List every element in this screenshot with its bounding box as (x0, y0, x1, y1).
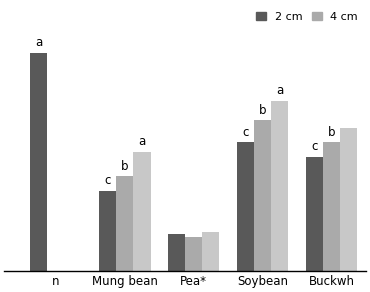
Text: a: a (35, 36, 42, 49)
Text: b: b (121, 159, 128, 173)
Text: a: a (276, 84, 283, 98)
Text: c: c (104, 174, 111, 187)
Bar (254, 121, 271, 271)
Bar (185, 237, 202, 271)
Legend: 2 cm, 4 cm: 2 cm, 4 cm (254, 10, 360, 24)
Bar (116, 176, 133, 271)
Bar (340, 128, 357, 271)
Text: c: c (242, 126, 249, 139)
Bar (30, 53, 47, 271)
Bar (237, 142, 254, 271)
Text: b: b (259, 104, 266, 117)
Bar (133, 152, 151, 271)
Bar (168, 234, 185, 271)
Bar (99, 191, 116, 271)
Bar (323, 142, 340, 271)
Text: c: c (311, 140, 317, 153)
Text: a: a (138, 135, 145, 148)
Text: b: b (328, 126, 335, 139)
Bar (271, 101, 288, 271)
Bar (306, 157, 323, 271)
Bar (202, 232, 219, 271)
